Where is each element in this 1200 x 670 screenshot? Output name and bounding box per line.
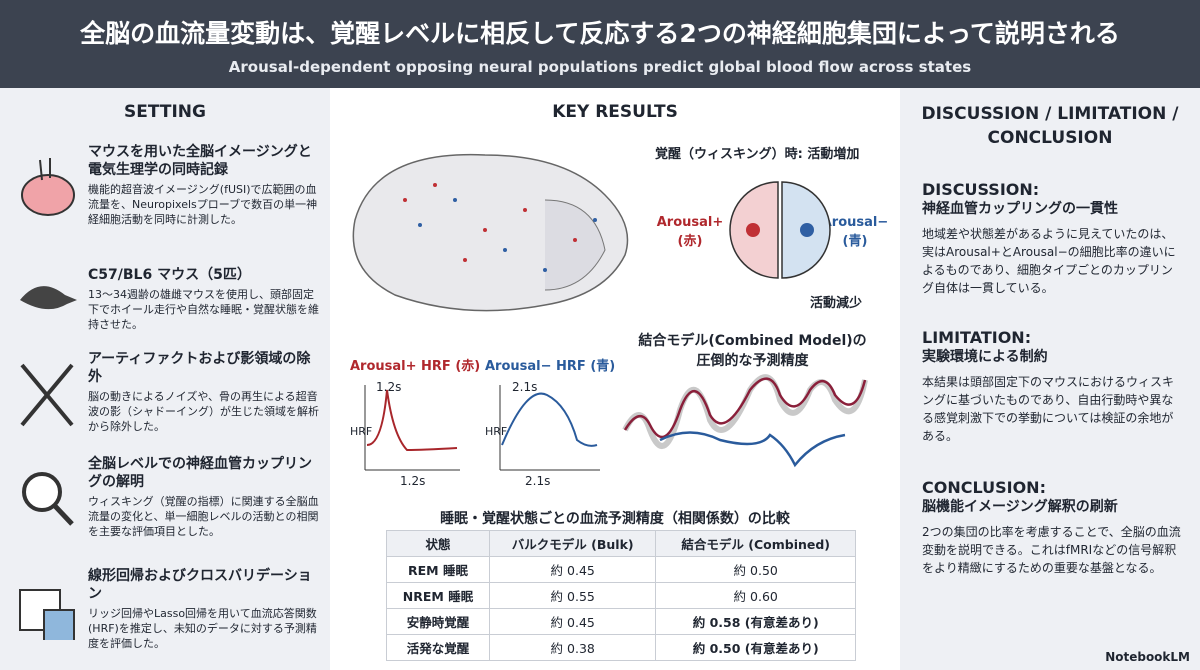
table-row: 安静時覚醒約 0.45 約 0.58 (有意差あり) [386,608,856,635]
item-text: 脳の動きによるノイズや、骨の再生による超音波の影（シャドーイング）が生じた領域を… [88,390,319,433]
item-title: C57/BL6 マウス（5匹） [88,267,251,283]
section-label: LIMITATION: [922,328,1032,347]
table-cell: 約 0.60 [655,582,856,609]
brain-illustration [352,153,629,312]
table-header: 結合モデル (Combined) [655,530,856,557]
setting-item: アーティファクトおよび影領域の除外脳の動きによるノイズや、骨の再生による超音波の… [88,350,324,434]
item-title: マウスを用いた全脳イメージングと電気生理学の同時記録 [88,144,312,178]
hrf-plots [364,385,600,471]
section-text: 地域差や状態差があるように見えていたのは、実はArousal+とArousal−… [922,227,1176,295]
discussion-panel [900,88,1200,670]
setting-item: マウスを用いた全脳イメージングと電気生理学の同時記録機能的超音波イメージング(f… [88,143,324,227]
combined-title: 結合モデル(Combined Model)の 圧倒的な予測精度 [638,333,867,369]
combined-plot [622,374,868,468]
table-cell: 約 0.45 [488,556,657,583]
results-heading: KEY RESULTS [552,102,678,122]
table-row: REM 睡眠約 0.45 約 0.50 [386,556,856,583]
table: 状態 バルクモデル (Bulk) 結合モデル (Combined) REM 睡眠約 0… [386,530,856,661]
setting-item: C57/BL6 マウス（5匹） 13〜34週齢の雄雌マウスを使用し、頭部固定下でホ… [88,266,324,332]
section: LIMITATION: 実験環境による制約本結果は頭部固定下のマウスにおけるウィス… [922,328,1184,445]
arousal-down: 活動減少 [810,296,863,311]
footer-logo: NotebookLM [1105,650,1190,664]
arousal-up: 覚醒（ウィスキング）時: 活動増加 [655,147,860,162]
table-cell: NREM 睡眠 [386,582,490,609]
hrf-xlabel: 2.1s [525,474,551,488]
table-cell: 約 0.45 [488,608,657,635]
table-cell: 安静時覚醒 [386,608,490,635]
item-text: 13〜34週齢の雄雌マウスを使用し、頭部固定下でホイール走行や自然な睡眠・覚醒状… [88,288,319,331]
item-title: 線形回帰およびクロスバリデーション [88,568,312,602]
subtitle: Arousal-dependent opposing neural popula… [228,58,972,76]
hrf-ylabel: HRF [350,425,373,438]
title: 全脳の血流量変動は、覚醒レベルに相反して反応する2つの神経細胞集団によって説明さ… [80,19,1120,48]
setting-icons [19,158,77,640]
hrf-xlabel: 1.2s [400,474,426,488]
setting-item: 線形回帰およびクロスバリデーションリッジ回帰やLasso回帰を用いて血流応答関数… [88,567,324,651]
table-title: 睡眠・覚醒状態ごとの血流予測精度（相関係数）の比較 [440,511,790,527]
hrf-ylabel: HRF [485,425,508,438]
table-header: 状態 [386,530,490,557]
hrf-peak: 1.2s [376,380,402,394]
item-text: リッジ回帰やLasso回帰を用いて血流応答関数(HRF)を推定し、未知のデータに… [88,607,317,650]
neg-label: Arousal− (青) [821,215,889,249]
table-header: バルクモデル (Bulk) [488,530,657,557]
section: DISCUSSION: 神経血管カップリングの一貫性地域差や状態差があるように見え… [922,180,1184,297]
table-cell: 約 0.58 (有意差あり) [655,608,856,635]
item-title: 全脳レベルでの神経血管カップリングの解明 [88,456,312,490]
table-cell: 約 0.50 [655,556,856,583]
section-subtitle: 実験環境による制約 [922,349,1048,365]
pos-label: Arousal+ (赤) [656,215,724,249]
item-title: アーティファクトおよび影領域の除外 [88,351,311,385]
neuron-icon [729,181,831,279]
section-text: 2つの集団の比率を考慮することで、全脳の血流変動を説明できる。これはfMRIなど… [922,525,1181,575]
table-row: 活発な覚醒約 0.38 約 0.50 (有意差あり) [386,634,856,661]
section-subtitle: 神経血管カップリングの一貫性 [922,201,1118,217]
setting-heading: SETTING [124,102,206,122]
table-cell: REM 睡眠 [386,556,490,583]
section-label: CONCLUSION: [922,478,1046,497]
section-text: 本結果は頭部固定下のマウスにおけるウィスキングに基づいたものであり、自由行動時や… [922,375,1175,443]
hrf-title: Arousal− HRF (青) [485,359,616,374]
header: 全脳の血流量変動は、覚醒レベルに相反して反応する2つの神経細胞集団によって説明さ… [0,0,1200,88]
table-cell: 活発な覚醒 [386,634,490,661]
table-cell: 約 0.55 [488,582,657,609]
hrf-title: Arousal+ HRF (赤) [350,359,481,374]
setting-item: 全脳レベルでの神経血管カップリングの解明ウィスキング（覚醒の指標）に関連する全脳… [88,455,324,539]
hrf-peak: 2.1s [512,380,538,394]
item-text: ウィスキング（覚醒の指標）に関連する全脳血流量の変化と、単一細胞レベルの活動との… [88,495,319,538]
item-text: 機能的超音波イメージング(fUSI)で広範囲の血流量を、Neuropixelsプ… [88,183,318,226]
section-subtitle: 脳機能イメージング解釈の刷新 [922,499,1118,515]
table-row: NREM 睡眠約 0.55 約 0.60 [386,582,856,609]
table-body: 状態 バルクモデル (Bulk) 結合モデル (Combined) REM 睡眠約 0… [386,530,856,661]
table-cell: 約 0.38 [488,634,657,661]
table-cell: 約 0.50 (有意差あり) [655,634,856,661]
section-label: DISCUSSION: [922,180,1040,199]
discussion-heading: DISCUSSION / LIMITATION / CONCLUSION [921,104,1179,148]
table-header-row: 状態 バルクモデル (Bulk) 結合モデル (Combined) [386,530,856,557]
section: CONCLUSION: 脳機能イメージング解釈の刷新 2つの集団の比率を考慮すること… [922,478,1184,577]
